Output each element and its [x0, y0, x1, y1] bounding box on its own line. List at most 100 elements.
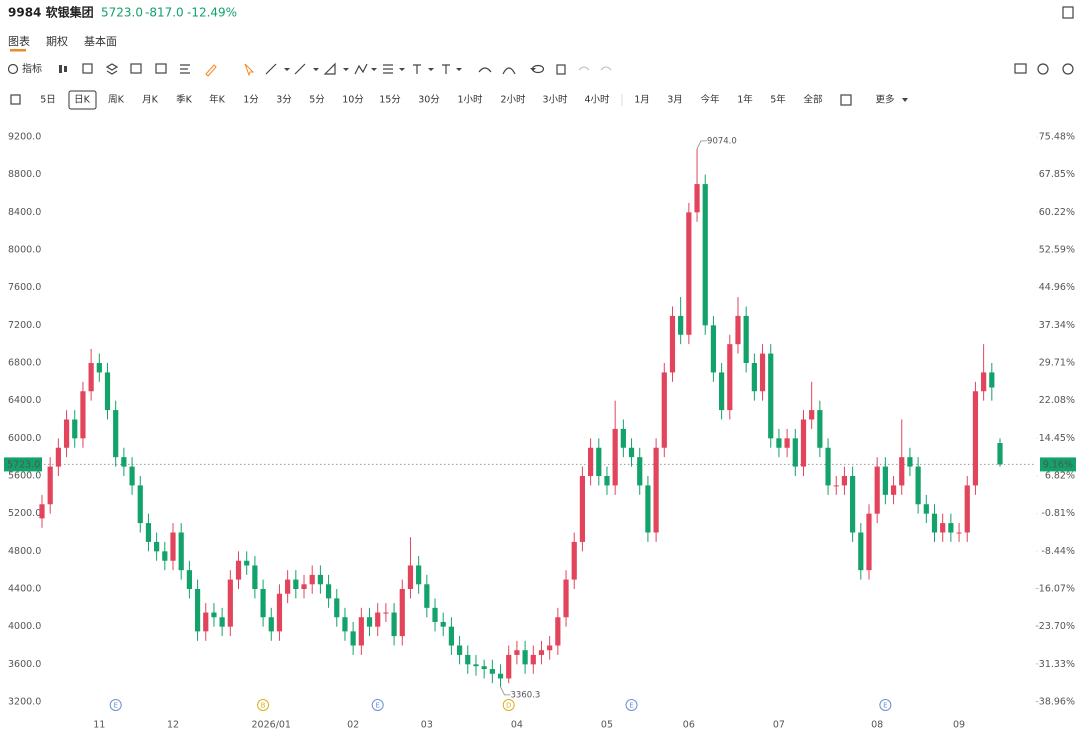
candle-body	[931, 513, 938, 533]
candle-body	[784, 438, 790, 448]
icon[interactable]	[180, 64, 190, 74]
candle-body	[858, 532, 864, 571]
candle-body	[694, 184, 700, 213]
candle-body	[735, 315, 741, 345]
indicator[interactable]: 指标	[22, 62, 42, 75]
candle-body	[538, 650, 545, 655]
y2-tick-label: -0.81%	[1041, 508, 1075, 519]
candle-body	[80, 391, 86, 439]
tab[interactable]: 基本面	[84, 34, 117, 48]
icon[interactable]	[265, 62, 450, 75]
icon[interactable]	[478, 67, 516, 75]
period[interactable]: 周K	[108, 95, 125, 106]
period[interactable]: 5日	[40, 95, 56, 106]
candle-body	[547, 645, 553, 651]
candle-body	[940, 523, 946, 533]
period[interactable]: 1小时	[457, 94, 483, 106]
event-marker	[109, 699, 122, 711]
y2-tick-label: 67.85%	[1039, 169, 1075, 180]
candle-body	[293, 579, 299, 589]
tab[interactable]: 图表	[8, 34, 30, 48]
period[interactable]: 年K	[209, 94, 226, 106]
period[interactable]: 10分	[342, 95, 364, 106]
period[interactable]: 1月	[634, 95, 650, 106]
candle-body	[972, 391, 979, 486]
candle-body	[850, 476, 856, 533]
candle-body	[604, 476, 610, 486]
period[interactable]: 1年	[737, 94, 753, 106]
candle-body	[833, 485, 839, 487]
candle-body	[899, 457, 905, 486]
candle-body	[334, 598, 340, 618]
expand-icon[interactable]	[1062, 6, 1074, 19]
icon[interactable]	[1014, 63, 1027, 74]
icon[interactable]	[59, 65, 62, 73]
icon[interactable]	[64, 66, 67, 72]
period[interactable]: 15分	[379, 95, 401, 106]
period[interactable]: 5年	[770, 94, 786, 106]
period[interactable]: 30分	[418, 95, 440, 106]
candle-body	[104, 372, 111, 411]
y2-tick-label: 29.71%	[1039, 357, 1075, 368]
candle-body	[88, 363, 94, 392]
period[interactable]: 5分	[309, 95, 325, 106]
candle-body	[759, 353, 766, 392]
candle-body	[235, 560, 242, 580]
y2-tick-label: -16.07%	[1035, 583, 1075, 594]
period[interactable]: 1分	[243, 95, 259, 106]
period[interactable]: 更多	[875, 94, 894, 106]
period[interactable]: 3分	[276, 95, 292, 106]
period[interactable]: 今年	[700, 94, 720, 106]
tab[interactable]: 期权	[46, 35, 68, 48]
last-price-box	[4, 457, 42, 472]
icon[interactable]	[1062, 63, 1074, 75]
period[interactable]: 全部	[803, 94, 822, 106]
candle-body	[866, 513, 872, 571]
candle-body	[162, 551, 168, 561]
x-tick-label: 05	[601, 720, 613, 731]
candle-body	[129, 466, 135, 486]
y2-tick-label: -23.70%	[1035, 621, 1075, 632]
icon[interactable]	[556, 64, 566, 75]
period[interactable]: 2小时	[500, 94, 526, 106]
icon[interactable]	[1037, 63, 1049, 75]
period[interactable]: 月K	[142, 95, 159, 106]
period[interactable]: 3小时	[542, 94, 568, 106]
candle-body	[956, 532, 962, 534]
candle-body	[497, 673, 504, 679]
icon[interactable]	[10, 94, 21, 105]
period[interactable]: 3月	[667, 95, 683, 106]
candle-body	[776, 438, 782, 448]
icon[interactable]	[840, 94, 852, 106]
icon[interactable]	[244, 63, 255, 77]
indicator-icon[interactable]	[7, 63, 19, 75]
period[interactable]: 日K	[74, 95, 91, 106]
icon[interactable]	[205, 64, 217, 77]
icon[interactable]	[82, 63, 93, 74]
candle-body	[145, 523, 152, 542]
period[interactable]: 季K	[176, 94, 193, 106]
candle-body	[186, 570, 192, 589]
candle-body	[800, 419, 807, 467]
icon[interactable]	[130, 63, 142, 74]
candle-body	[882, 466, 888, 495]
x-tick-label: 04	[511, 720, 523, 731]
candle-body	[727, 344, 733, 411]
icon[interactable]	[531, 64, 545, 74]
y2-tick-label: 22.08%	[1039, 395, 1075, 406]
y2-tick-label: 44.96%	[1039, 282, 1075, 293]
event-marker	[879, 699, 892, 711]
candle-body	[47, 466, 53, 505]
period[interactable]: 4小时	[584, 94, 610, 106]
candle-body	[309, 574, 315, 585]
candle-body	[809, 410, 815, 420]
candle-body	[874, 466, 880, 514]
icon[interactable]	[155, 63, 167, 74]
candle-body	[194, 589, 201, 632]
x-tick-label: 08	[871, 720, 883, 731]
candle-body	[342, 617, 348, 632]
candle-body	[375, 612, 381, 627]
icon[interactable]	[105, 63, 119, 75]
candle-body	[743, 315, 749, 363]
y-tick-label: 4400.0	[8, 584, 41, 595]
